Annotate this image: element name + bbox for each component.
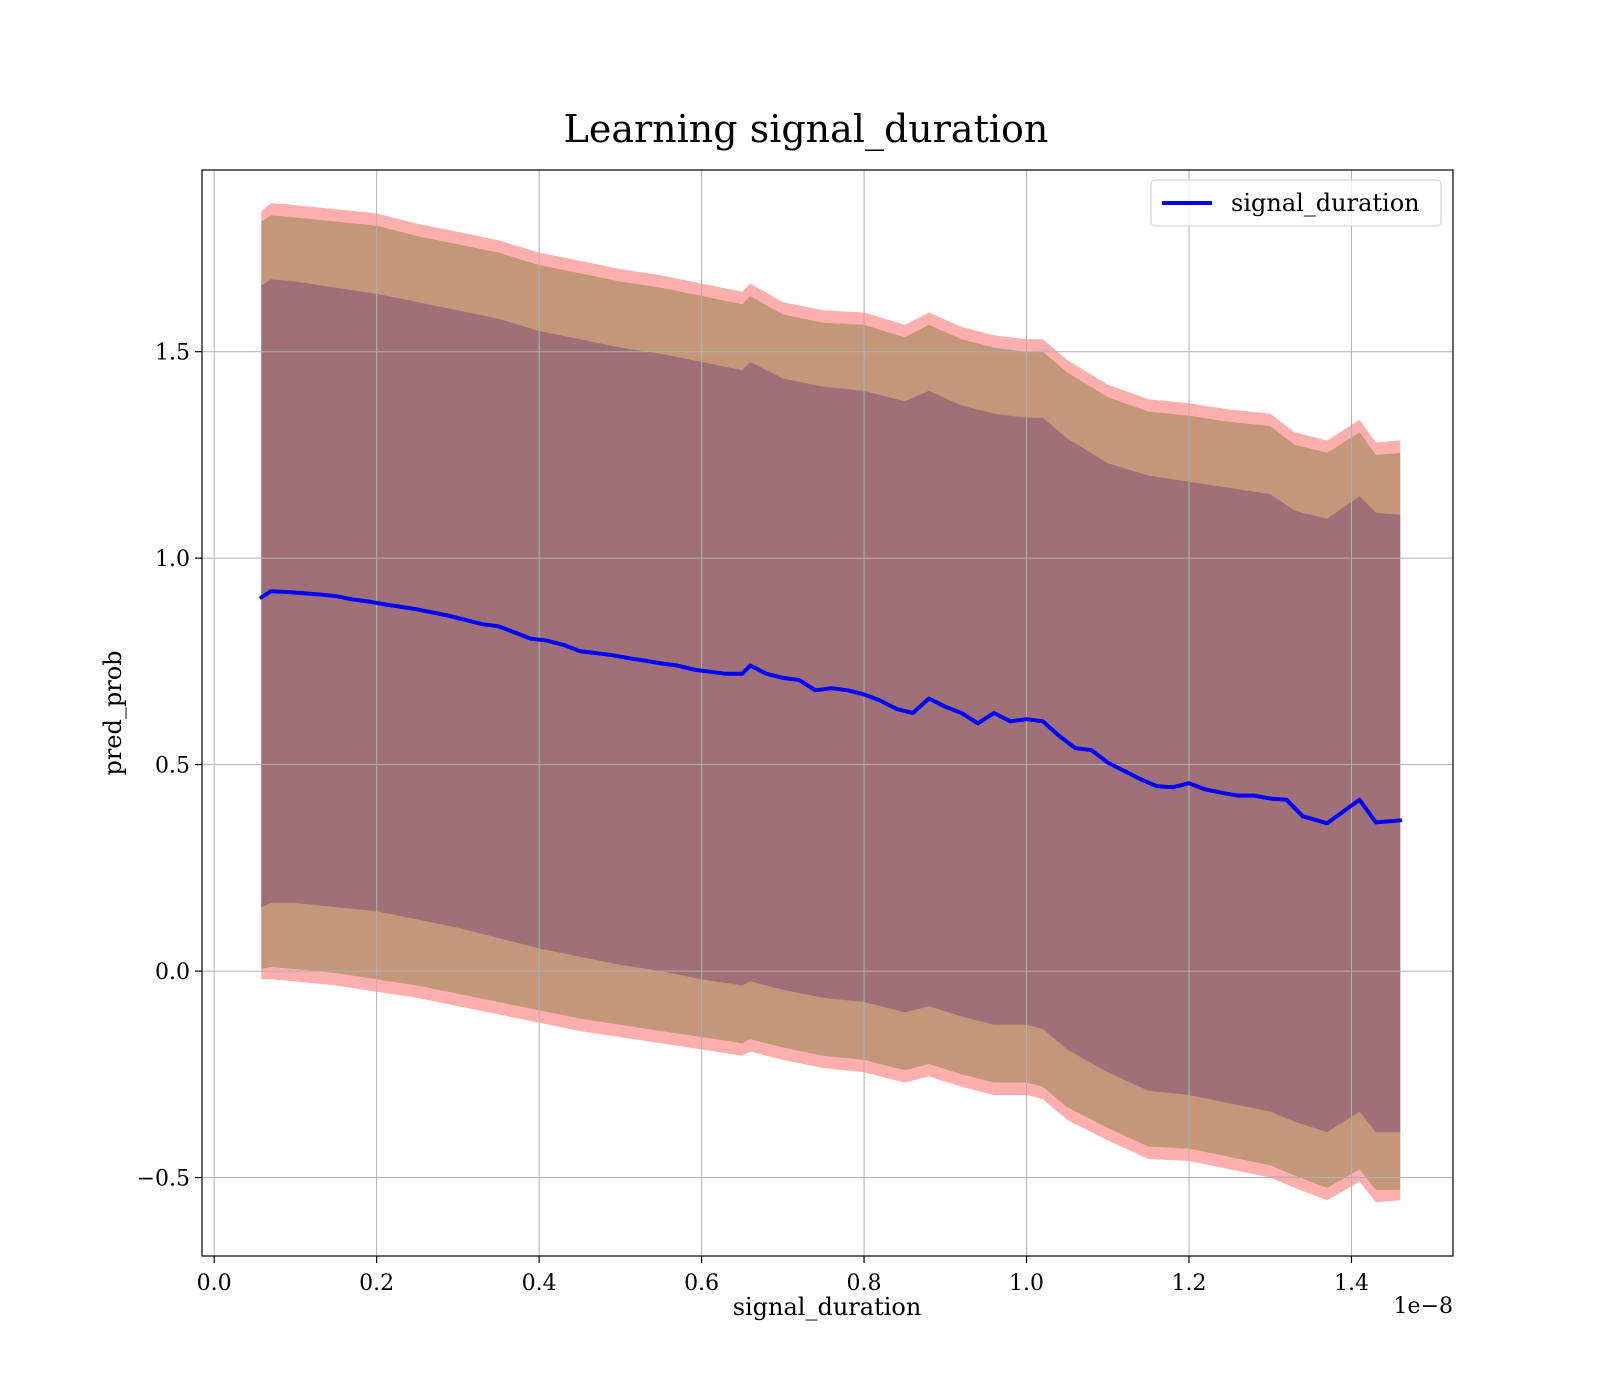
x-tick-label: 1.4 <box>1334 1271 1369 1296</box>
x-axis: 0.0 0.2 0.4 0.6 0.8 1.0 1.2 1.4 <box>197 1256 1369 1296</box>
x-tick-label: 1.0 <box>1009 1271 1044 1296</box>
x-tick-label: 0.6 <box>684 1271 719 1296</box>
x-tick-label: 0.0 <box>197 1271 232 1296</box>
chart-title: Learning signal_duration <box>564 107 1049 152</box>
y-tick-label: −0.5 <box>137 1167 190 1192</box>
series-line-signal-duration <box>259 589 1403 826</box>
x-tick-label: 0.8 <box>847 1271 882 1296</box>
legend-entry-label: signal_duration <box>1231 189 1420 217</box>
legend-box <box>1150 179 1442 227</box>
confidence-bands <box>261 203 1401 1203</box>
x-axis-offset-text: 1e−8 <box>1394 1294 1453 1319</box>
x-tick-label: 0.4 <box>522 1271 557 1296</box>
y-tick-label: 0.5 <box>155 754 190 779</box>
x-tick-label: 0.2 <box>359 1271 394 1296</box>
plot-area <box>201 169 1454 1257</box>
x-tick-label: 1.2 <box>1171 1271 1206 1296</box>
y-axis-label: pred_prob <box>99 650 127 775</box>
inner-band <box>261 279 1401 1133</box>
grid <box>202 170 1453 1256</box>
plot-frame <box>201 169 1454 1257</box>
y-tick-label: 1.5 <box>155 341 190 366</box>
y-tick-label: 0.0 <box>155 960 190 985</box>
y-tick-label: 1.0 <box>155 547 190 572</box>
legend: signal_duration <box>1150 179 1442 227</box>
x-axis-label: signal_duration <box>733 1293 922 1321</box>
series-lines <box>259 589 1403 826</box>
y-axis: −0.5 0.0 0.5 1.0 1.5 <box>137 341 202 1192</box>
